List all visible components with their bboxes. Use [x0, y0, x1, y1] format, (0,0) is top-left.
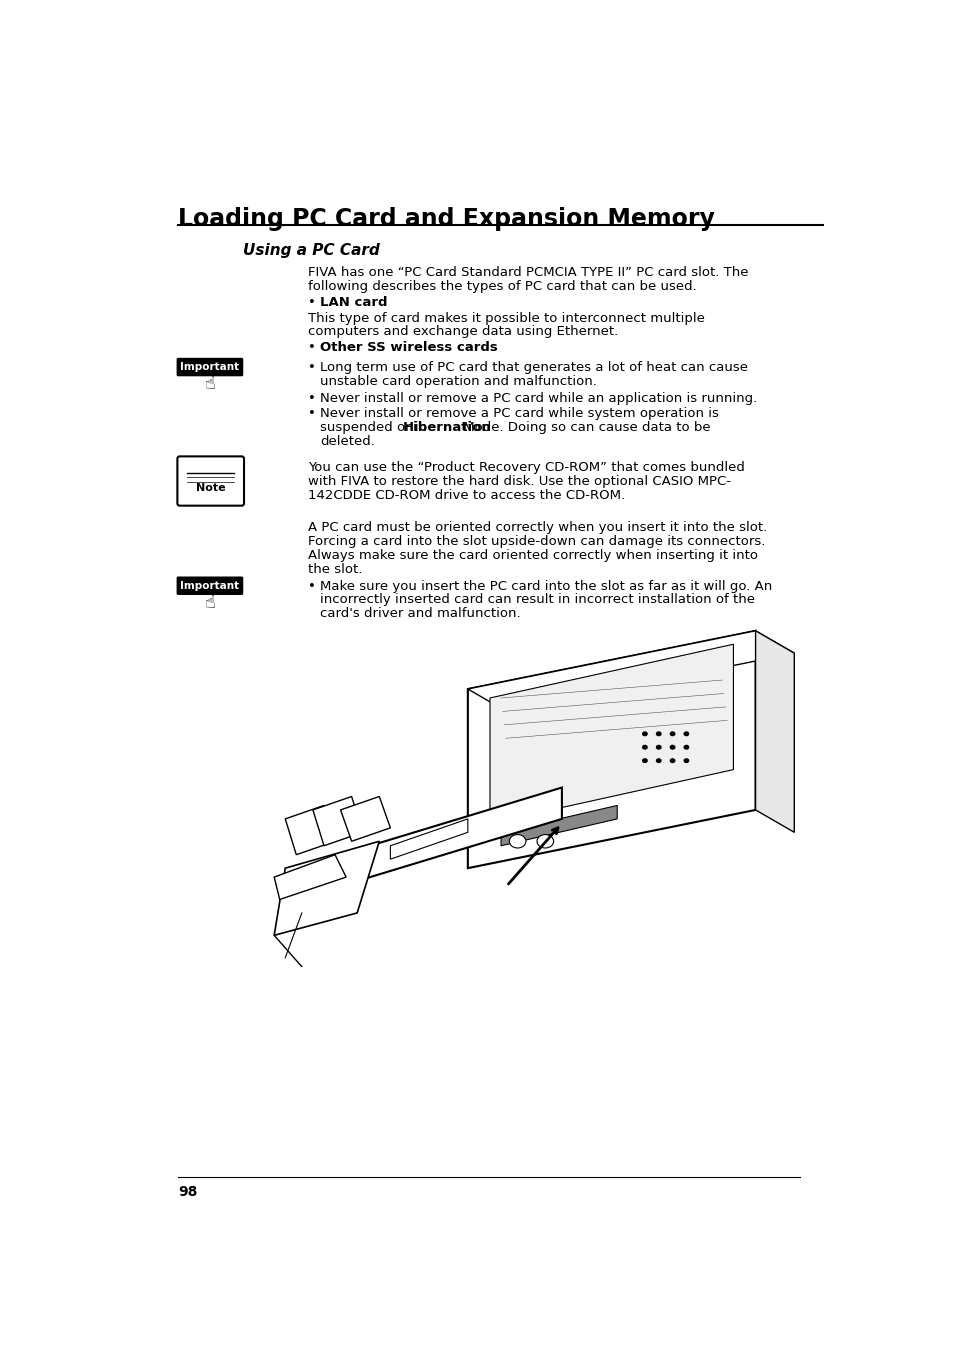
Text: Other SS wireless cards: Other SS wireless cards: [319, 341, 497, 354]
Text: 98: 98: [178, 1184, 197, 1199]
Text: the slot.: the slot.: [307, 562, 361, 576]
Text: •: •: [307, 296, 315, 310]
Text: Never install or remove a PC card while an application is running.: Never install or remove a PC card while …: [319, 392, 757, 404]
Text: LAN card: LAN card: [319, 296, 387, 310]
Text: suspended or in: suspended or in: [319, 420, 431, 434]
Text: Mode. Doing so can cause data to be: Mode. Doing so can cause data to be: [458, 420, 710, 434]
Text: computers and exchange data using Ethernet.: computers and exchange data using Ethern…: [307, 326, 618, 338]
FancyBboxPatch shape: [177, 457, 244, 506]
Polygon shape: [340, 796, 390, 841]
Text: A PC card must be oriented correctly when you insert it into the slot.: A PC card must be oriented correctly whe…: [307, 521, 766, 534]
Polygon shape: [467, 631, 794, 711]
Text: •: •: [307, 407, 315, 420]
Circle shape: [642, 745, 646, 749]
Circle shape: [683, 731, 688, 735]
Circle shape: [683, 758, 688, 763]
Text: following describes the types of PC card that can be used.: following describes the types of PC card…: [307, 280, 696, 293]
Text: This type of card makes it possible to interconnect multiple: This type of card makes it possible to i…: [307, 311, 703, 324]
Text: Important: Important: [180, 362, 239, 372]
Text: •: •: [307, 580, 315, 592]
Circle shape: [537, 834, 553, 848]
Text: card's driver and malfunction.: card's driver and malfunction.: [319, 607, 520, 621]
Text: Never install or remove a PC card while system operation is: Never install or remove a PC card while …: [319, 407, 719, 420]
Text: deleted.: deleted.: [319, 435, 375, 448]
Text: Always make sure the card oriented correctly when inserting it into: Always make sure the card oriented corre…: [307, 549, 757, 562]
Circle shape: [509, 834, 525, 848]
Polygon shape: [285, 806, 335, 854]
Circle shape: [670, 731, 674, 735]
FancyBboxPatch shape: [176, 576, 243, 595]
FancyBboxPatch shape: [176, 358, 243, 376]
Text: FIVA has one “PC Card Standard PCMCIA TYPE II” PC card slot. The: FIVA has one “PC Card Standard PCMCIA TY…: [307, 266, 747, 280]
Text: Important: Important: [180, 581, 239, 591]
Text: Note: Note: [195, 483, 225, 493]
Polygon shape: [467, 631, 755, 868]
Text: You can use the “Product Recovery CD-ROM” that comes bundled: You can use the “Product Recovery CD-ROM…: [307, 461, 743, 475]
Polygon shape: [490, 644, 733, 823]
Polygon shape: [274, 854, 346, 899]
Text: 142CDDE CD-ROM drive to access the CD-ROM.: 142CDDE CD-ROM drive to access the CD-RO…: [307, 488, 624, 502]
Circle shape: [642, 758, 646, 763]
Text: ☝: ☝: [204, 375, 215, 393]
Polygon shape: [390, 819, 467, 860]
Circle shape: [683, 745, 688, 749]
Polygon shape: [500, 806, 617, 846]
Text: •: •: [307, 392, 315, 404]
Text: Make sure you insert the PC card into the slot as far as it will go. An: Make sure you insert the PC card into th…: [319, 580, 771, 592]
Circle shape: [656, 758, 660, 763]
Circle shape: [642, 731, 646, 735]
Text: unstable card operation and malfunction.: unstable card operation and malfunction.: [319, 375, 597, 388]
Text: with FIVA to restore the hard disk. Use the optional CASIO MPC-: with FIVA to restore the hard disk. Use …: [307, 475, 730, 488]
Text: Hibernation: Hibernation: [402, 420, 491, 434]
Text: Using a PC Card: Using a PC Card: [243, 243, 379, 258]
Text: Forcing a card into the slot upside-down can damage its connectors.: Forcing a card into the slot upside-down…: [307, 535, 764, 548]
Text: •: •: [307, 361, 315, 375]
Circle shape: [670, 745, 674, 749]
Polygon shape: [274, 841, 379, 936]
Text: Long term use of PC card that generates a lot of heat can cause: Long term use of PC card that generates …: [319, 361, 747, 375]
Polygon shape: [313, 796, 362, 846]
Text: Loading PC Card and Expansion Memory: Loading PC Card and Expansion Memory: [178, 207, 715, 231]
Circle shape: [656, 745, 660, 749]
Polygon shape: [755, 631, 794, 833]
Circle shape: [656, 731, 660, 735]
Text: incorrectly inserted card can result in incorrect installation of the: incorrectly inserted card can result in …: [319, 594, 754, 607]
Polygon shape: [340, 787, 561, 886]
Circle shape: [670, 758, 674, 763]
Text: •: •: [307, 341, 315, 354]
Text: ☝: ☝: [204, 594, 215, 611]
